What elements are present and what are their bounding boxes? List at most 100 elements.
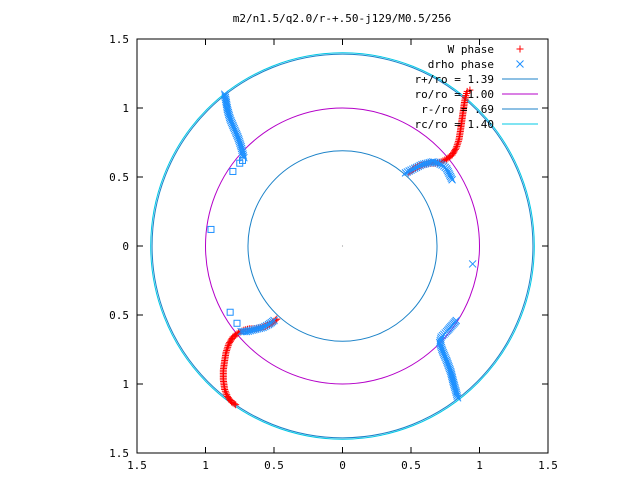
x-b <box>516 60 524 68</box>
x-tick-label: 1.5 <box>127 459 147 472</box>
drho-phase-point <box>468 260 477 268</box>
x-b <box>237 144 246 153</box>
x-b <box>235 137 244 146</box>
x-b <box>407 166 415 174</box>
x-b <box>446 366 454 374</box>
x-tick-label: 0.5 <box>264 459 284 472</box>
w-phase-point <box>451 145 459 153</box>
w-phase-point <box>223 345 231 353</box>
x-b <box>442 164 451 173</box>
legend-label: W phase <box>448 43 494 56</box>
w-phase-point <box>223 347 231 355</box>
x-b <box>440 351 449 360</box>
x-b <box>444 361 453 370</box>
drho-phase-point <box>221 92 229 100</box>
x-b <box>436 340 445 349</box>
legend-label: drho phase <box>428 58 494 71</box>
x-tick-label: 0 <box>339 459 346 472</box>
legend-label: ro/ro = 1.00 <box>415 88 494 101</box>
x-b <box>233 131 241 139</box>
x-b <box>443 166 452 175</box>
x-b <box>221 93 230 102</box>
x-b <box>236 139 244 148</box>
legend-label: r+/ro = 1.39 <box>415 73 494 86</box>
y-tick-label: 0.5 <box>109 309 129 322</box>
x-b <box>430 158 439 167</box>
x-b <box>438 161 446 169</box>
drho-phase-point <box>448 374 457 382</box>
drho-phase-point <box>220 90 229 99</box>
x-b <box>229 121 237 130</box>
x-tick-label: 1 <box>202 459 209 472</box>
x-b <box>224 110 233 119</box>
y-tick-label: 1.5 <box>109 447 129 460</box>
y-tick-label: 0.5 <box>109 171 129 184</box>
radius-circle <box>247 150 438 342</box>
x-b <box>242 327 251 336</box>
drho-phase-point <box>446 367 455 376</box>
x-b <box>447 370 456 379</box>
x-b <box>414 162 423 171</box>
w-phase-point <box>226 339 234 347</box>
w-phase-point <box>225 340 233 348</box>
chart-title: m2/n1.5/q2.0/r-+.50-j129/M0.5/256 <box>233 12 452 25</box>
drho-phase-point <box>242 327 251 336</box>
w-phase-point <box>230 400 238 408</box>
x-b <box>228 120 237 128</box>
x-b <box>233 132 242 141</box>
w-phase-point <box>221 387 229 395</box>
x-b <box>449 378 458 387</box>
x-b <box>230 124 239 133</box>
w-phase-point <box>454 139 462 147</box>
x-b <box>453 393 462 402</box>
w-phase-point <box>454 137 462 145</box>
x-b <box>443 358 452 366</box>
drho-phase-point <box>447 174 456 183</box>
x-b <box>408 165 417 174</box>
x-b <box>432 158 441 167</box>
x-b <box>437 343 446 352</box>
x-b <box>445 171 454 179</box>
x-tick-label: 1 <box>476 459 483 472</box>
w-phase-point <box>466 86 474 94</box>
x-b <box>438 347 447 355</box>
x-b <box>450 380 458 389</box>
x-b <box>451 386 460 395</box>
w-phase-point <box>221 386 229 394</box>
x-b <box>225 113 234 122</box>
radius-circle <box>150 52 535 440</box>
x-b <box>229 123 238 131</box>
drho-phase-point <box>407 166 415 174</box>
x-b <box>453 392 461 400</box>
x-tick-label: 0.5 <box>401 459 421 472</box>
x-b <box>235 136 243 144</box>
legend-label: r-/ro = .69 <box>421 103 494 116</box>
drho-phase-point <box>448 375 457 384</box>
x-b <box>434 159 443 168</box>
origin-dot <box>341 245 344 247</box>
drho-phase-square-point <box>207 225 215 233</box>
radius-circle <box>151 53 534 439</box>
drho-phase-point <box>408 165 417 174</box>
x-b <box>401 169 410 177</box>
w-phase-point <box>232 401 240 409</box>
x-tick-label: 1.5 <box>538 459 558 472</box>
x-b <box>227 118 236 127</box>
legend-label: rc/ro = 1.40 <box>415 118 494 131</box>
x-b <box>231 128 240 136</box>
w-phase-point <box>223 391 231 399</box>
x-b <box>220 90 229 99</box>
x-b <box>442 355 450 363</box>
x-b <box>448 375 457 384</box>
drho-phase-point <box>448 372 456 381</box>
drho-phase-point <box>405 167 414 175</box>
drho-phase-point <box>401 169 410 177</box>
x-b <box>441 353 450 362</box>
drho-phase-point <box>240 327 249 336</box>
drho-phase-point <box>453 392 461 400</box>
x-b <box>444 168 453 176</box>
drho-phase-point <box>453 393 462 402</box>
axes-layer: 1.5 1 0.5 0 0.5 1 1.51.510.500.511.5 <box>109 33 558 472</box>
w-phase-point <box>224 342 232 350</box>
